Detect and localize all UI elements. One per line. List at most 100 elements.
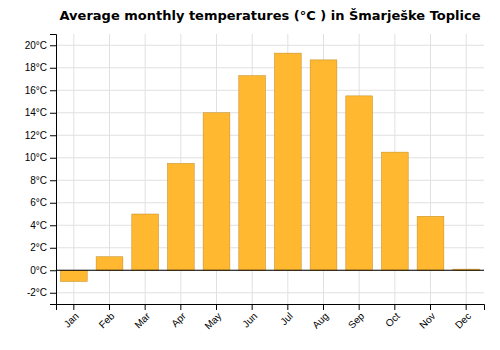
y-axis-line [50, 35, 57, 305]
x-tick-mark [73, 304, 74, 310]
y-tick-label: 0°C [30, 265, 47, 276]
y-tick-mark [50, 68, 56, 69]
y-tick-mark [50, 270, 56, 271]
chart: -2°C 0°C 2°C 4°C 6°C 8°C 10°C 12°C 14°C 16°C 18°C 2… [0, 0, 500, 350]
grid-line-y [56, 135, 484, 136]
bar [132, 214, 159, 270]
x-tick-label: Feb [97, 310, 117, 330]
x-tick-label: Jun [240, 310, 259, 329]
x-tick-label: Jul [278, 310, 295, 327]
y-tick-label: 8°C [30, 175, 47, 186]
x-tick: Sep [346, 304, 367, 331]
y-tick-mark [50, 113, 56, 114]
x-tick: Oct [383, 304, 402, 329]
grid-line-y [56, 90, 484, 91]
y-tick: 14°C [25, 107, 56, 118]
x-tick-mark [252, 304, 253, 310]
bar [417, 216, 444, 270]
y-tick-mark [50, 135, 56, 136]
title: Average monthly temperatures (°C ) in Šm… [60, 8, 481, 23]
y-tick-mark [50, 203, 56, 204]
x-tick-label: Mar [132, 310, 152, 330]
bar [274, 53, 301, 270]
bar [310, 60, 337, 270]
grid-line-y [56, 180, 484, 181]
x-tick: Nov [417, 304, 437, 331]
y-tick-label: 4°C [30, 220, 47, 231]
grid-line-y [56, 112, 484, 113]
y-axis: -2°C 0°C 2°C 4°C 6°C 8°C 10°C 12°C 14°C 16°C 18°C 2… [25, 35, 57, 305]
y-tick-label: 16°C [25, 85, 47, 96]
y-tick: 6°C [30, 197, 56, 208]
x-tick-mark [430, 304, 431, 310]
x-tick-label: Apr [169, 310, 188, 329]
x-tick: Jan [62, 304, 81, 330]
y-tick-label: 10°C [25, 152, 47, 163]
bar [381, 152, 408, 270]
x-tick-label: May [202, 310, 223, 331]
y-tick-label: 12°C [25, 130, 47, 141]
y-tick-label: 20°C [25, 40, 47, 51]
x-tick: Apr [169, 304, 188, 329]
x-tick: Feb [97, 304, 117, 330]
x-tick-label: Jan [62, 310, 81, 329]
x-tick: Jun [240, 304, 259, 330]
grid-line-y [56, 202, 484, 203]
y-tick: 4°C [30, 220, 56, 231]
x-tick-label: Dec [453, 310, 473, 330]
bar [96, 257, 123, 271]
x-tick-label: Oct [383, 310, 402, 329]
x-tick-mark [145, 304, 146, 310]
y-tick-mark [50, 293, 56, 294]
x-tick-mark [287, 304, 288, 310]
x-tick-mark [323, 304, 324, 310]
x-tick: Dec [453, 304, 473, 331]
x-tick: Aug [310, 304, 330, 331]
y-tick: 12°C [25, 130, 56, 141]
y-tick-label: -2°C [27, 287, 47, 298]
bar [239, 76, 266, 271]
bars [60, 53, 479, 281]
y-tick-mark [50, 158, 56, 159]
y-tick: 20°C [25, 40, 56, 51]
y-tick: 10°C [25, 152, 56, 163]
x-tick: May [202, 304, 223, 332]
bar [203, 113, 230, 271]
grid-line-x [73, 34, 74, 304]
y-tick: 8°C [30, 175, 56, 186]
x-tick-mark [216, 304, 217, 310]
grid-line-y [56, 45, 484, 46]
x-tick-label: Sep [346, 310, 367, 331]
y-tick-mark [50, 180, 56, 181]
grid-line-y [56, 157, 484, 158]
y-tick-mark [50, 248, 56, 249]
x-tick: Mar [132, 304, 152, 330]
x-axis-line [57, 305, 485, 311]
bar [167, 163, 194, 270]
grid-line-y [56, 67, 484, 68]
x-tick-label: Aug [310, 310, 330, 330]
plot-area: -2°C 0°C 2°C 4°C 6°C 8°C 10°C 12°C 14°C 16°C 18°C 2… [25, 34, 485, 332]
bar [60, 270, 87, 281]
x-axis: Jan Feb Mar Apr May Jun Jul Aug Sep Oct Nov Dec [57, 304, 485, 332]
grid-line-x [466, 34, 467, 304]
bar [346, 96, 373, 270]
grid [56, 34, 484, 304]
x-tick-label: Nov [417, 310, 437, 330]
x-tick-mark [394, 304, 395, 310]
y-tick: 18°C [25, 62, 56, 73]
x-tick-mark [180, 304, 181, 310]
grid-line-y [56, 270, 484, 271]
y-tick-label: 6°C [30, 197, 47, 208]
x-tick-mark [109, 304, 110, 310]
grid-line-y [56, 292, 484, 293]
y-tick: 16°C [25, 85, 56, 96]
y-tick-mark [50, 45, 56, 46]
y-tick: -2°C [27, 287, 56, 298]
y-tick: 2°C [30, 242, 56, 253]
y-tick-label: 18°C [25, 62, 47, 73]
y-tick-mark [50, 90, 56, 91]
x-tick-mark [466, 304, 467, 310]
zero-line [56, 270, 484, 271]
y-tick: 0°C [30, 265, 56, 276]
